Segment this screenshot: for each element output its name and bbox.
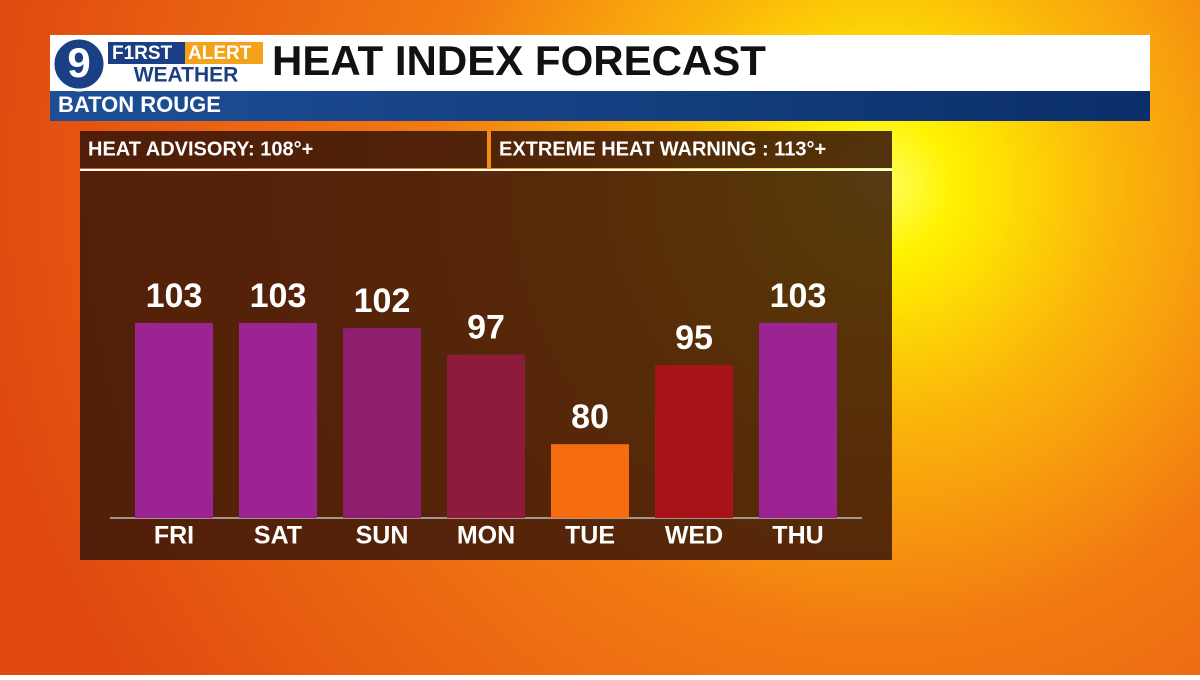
bar <box>343 328 421 518</box>
x-tick-label: THU <box>772 522 823 550</box>
bar <box>239 322 317 518</box>
bar <box>655 365 733 518</box>
annotation: HEAT ADVISORY: 108°+ <box>88 138 313 160</box>
annotation-box <box>80 131 487 168</box>
annotation-box <box>491 131 892 168</box>
x-tick-label: SAT <box>254 522 302 550</box>
x-tick-label: WED <box>665 522 723 550</box>
logo-channel: 9 <box>67 39 90 86</box>
x-tick-label: SUN <box>356 522 409 550</box>
subheader-bar <box>50 91 1150 121</box>
value-label: 95 <box>675 319 713 357</box>
logo-accent: ALERT <box>188 43 252 64</box>
annotation: EXTREME HEAT WARNING : 113°+ <box>499 138 826 160</box>
x-tick-label: TUE <box>565 522 615 550</box>
bar <box>759 322 837 518</box>
value-label: 97 <box>467 309 505 347</box>
logo-product: WEATHER <box>134 64 239 87</box>
bar <box>551 444 629 518</box>
value-label: 103 <box>146 277 203 315</box>
chart-title: HEAT INDEX FORECAST <box>272 37 766 84</box>
value-label: 103 <box>250 277 307 315</box>
chart-subtitle: BATON ROUGE <box>58 92 221 117</box>
value-label: 80 <box>571 398 609 436</box>
logo-circle <box>51 36 107 92</box>
logo-brand: F1RST <box>112 43 173 64</box>
x-tick-label: FRI <box>154 522 194 550</box>
value-label: 102 <box>354 282 411 320</box>
bar <box>135 322 213 518</box>
bar <box>447 354 525 518</box>
value-label: 103 <box>770 277 827 315</box>
x-tick-label: MON <box>457 522 515 550</box>
logo-accent-box <box>185 42 263 64</box>
